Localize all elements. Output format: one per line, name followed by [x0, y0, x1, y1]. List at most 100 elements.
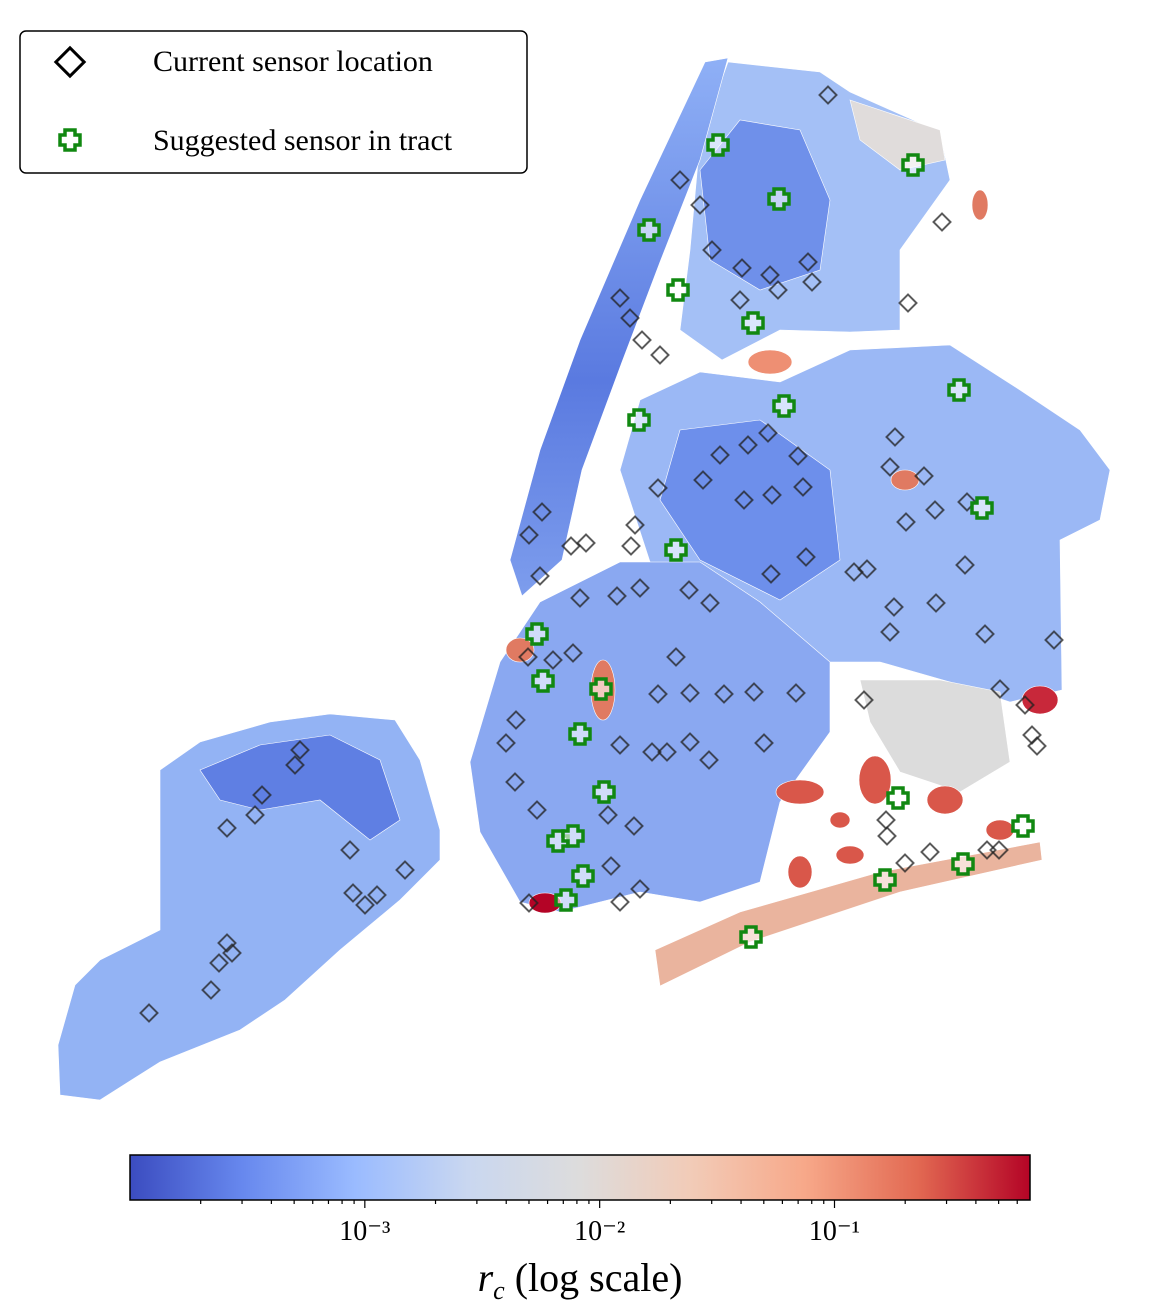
sensor-diamond [876, 810, 896, 830]
suggested-cross [568, 722, 592, 746]
sensor-diamond [895, 853, 915, 873]
sensor-diamond [519, 525, 539, 545]
staten-island-north [199, 734, 401, 841]
suggested-cross [873, 868, 897, 892]
sensor-diamond [519, 893, 539, 913]
sensor-diamond [340, 840, 360, 860]
sensor-diamond [788, 446, 808, 466]
sensor-diamond [738, 435, 758, 455]
sensor-diamond [880, 457, 900, 477]
sensor-diamond [620, 308, 640, 328]
sensor-diamond [932, 212, 952, 232]
sensor-diamond [854, 690, 874, 710]
sensor-diamond [990, 679, 1010, 699]
sensor-diamond [955, 555, 975, 575]
sensor-diamond [734, 490, 754, 510]
sensor-diamond [762, 485, 782, 505]
sensor-diamond [625, 515, 645, 535]
suggested-cross [627, 408, 651, 432]
sensor-diamond [885, 427, 905, 447]
sensor-diamond [657, 742, 677, 762]
sensor-diamond [610, 892, 630, 912]
sensor-diamond [754, 733, 774, 753]
sensor-diamond [914, 466, 934, 486]
suggested-cross [531, 669, 555, 693]
suggested-cross [970, 496, 994, 520]
suggested-cross [637, 218, 661, 242]
sensor-diamond [632, 330, 652, 350]
sensor-diamond [975, 624, 995, 644]
suggested-cross [554, 888, 578, 912]
sensor-diamond [601, 856, 621, 876]
legend-box [19, 30, 528, 174]
suggested-cross [772, 394, 796, 418]
sensor-diamond [679, 580, 699, 600]
sensor-diamond [926, 593, 946, 613]
sensor-diamond [518, 647, 538, 667]
sensor-diamond [139, 1003, 159, 1023]
colorbar-subscript: c [493, 1276, 505, 1303]
jfk-airport [859, 679, 1011, 793]
sensor-diamond [642, 742, 662, 762]
sensor-diamond [530, 566, 550, 586]
legend: Current sensor location Suggested sensor… [19, 30, 528, 174]
sensor-diamond [714, 684, 734, 704]
sensor-diamond [670, 170, 690, 190]
sensor-diamond [732, 258, 752, 278]
sensor-diamond [744, 682, 764, 702]
sensor-diamond [877, 826, 897, 846]
legend-label: Current sensor location [153, 45, 433, 78]
sensor-diamond [896, 512, 916, 532]
boroughs [57, 57, 1111, 1101]
sensor-diamond [648, 478, 668, 498]
sensor-diamond [699, 750, 719, 770]
sensor-diamond [290, 740, 310, 760]
jamaica-bay-islands [775, 755, 1015, 889]
sensor-diamond [563, 643, 583, 663]
sensor-diamond [680, 683, 700, 703]
sensor-diamond [543, 650, 563, 670]
sensor-diamond [367, 885, 387, 905]
sensor-diamond [624, 816, 644, 836]
colorbar-text: (log scale) [515, 1255, 683, 1300]
sensor-diamond [621, 536, 641, 556]
sensor-diamond [245, 805, 265, 825]
sensor-diamond [793, 477, 813, 497]
sensor-diamond [768, 280, 788, 300]
legend-marker-diamond [53, 45, 87, 79]
sensor-diamond [343, 883, 363, 903]
sensor-diamond [576, 533, 596, 553]
suggested-cross [664, 538, 688, 562]
sensor-diamond [796, 547, 816, 567]
sensor-diamond [977, 840, 997, 860]
sensor-diamond [222, 943, 242, 963]
sensor-diamond [710, 445, 730, 465]
legend-label: Suggested sensor in tract [153, 124, 453, 157]
sensor-diamond [217, 818, 237, 838]
sensor-diamond [680, 732, 700, 752]
sensor-diamond [690, 195, 710, 215]
sensor-diamond [630, 578, 650, 598]
sensor-diamond [570, 588, 590, 608]
suggested-cross [589, 677, 613, 701]
sensor-diamond [760, 265, 780, 285]
colorbar-gradient [129, 1154, 1031, 1201]
sensor-diamond [607, 586, 627, 606]
sensor-diamond [505, 772, 525, 792]
sensor-diamond [693, 470, 713, 490]
suggested-cross [561, 824, 585, 848]
suggested-cross [666, 278, 690, 302]
colorbar-label: rc (log scale) [478, 1255, 683, 1303]
sensor-diamond [1022, 725, 1042, 745]
sensor-diamond [857, 559, 877, 579]
suggested-cross [739, 925, 763, 949]
suggested-cross [1011, 814, 1035, 838]
sensor-diamond [1027, 736, 1047, 756]
suggested-cross [706, 133, 730, 157]
sensor-diamond [201, 980, 221, 1000]
sensor-diamond [355, 895, 375, 915]
suggested-cross [592, 780, 616, 804]
suggested-cross [951, 852, 975, 876]
